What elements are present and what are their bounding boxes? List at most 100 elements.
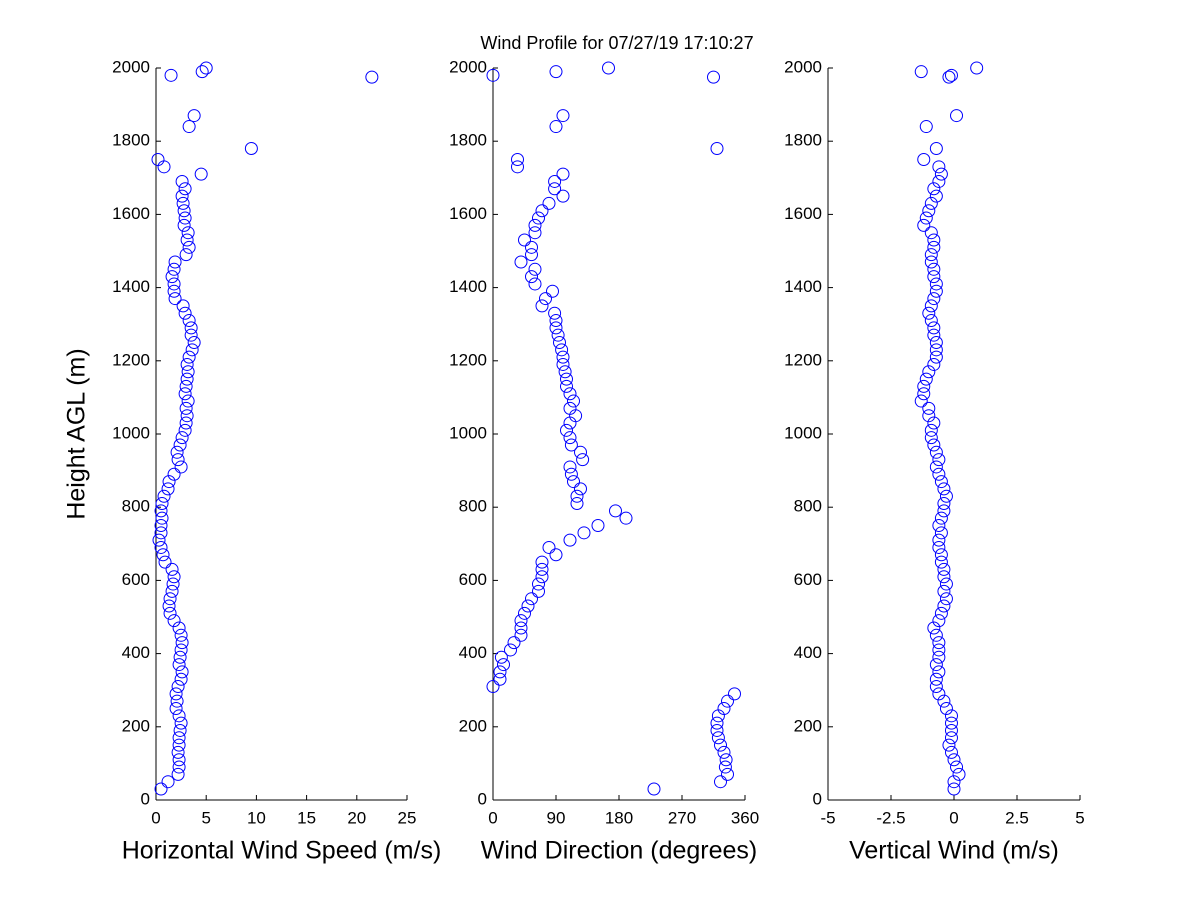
data-point <box>164 68 178 82</box>
data-point <box>924 226 938 240</box>
data-point <box>514 621 528 635</box>
data-point <box>179 416 193 430</box>
data-point <box>546 284 559 298</box>
y-axis-label: Height AGL (m) <box>63 348 91 519</box>
data-point <box>717 745 731 759</box>
data-point <box>170 694 184 708</box>
data-point <box>929 343 943 357</box>
data-point <box>157 489 171 503</box>
data-point <box>914 394 928 408</box>
data-point <box>172 753 186 767</box>
data-point <box>539 292 552 306</box>
data-point <box>511 160 524 174</box>
x-tick-label: 25 <box>398 808 417 827</box>
y-tick-label: 800 <box>794 497 822 516</box>
data-point <box>929 628 943 642</box>
data-point <box>525 270 538 284</box>
data-point <box>937 570 951 584</box>
y-tick-label: 800 <box>459 497 487 516</box>
data-point <box>929 460 943 474</box>
data-point <box>927 292 941 306</box>
data-point <box>924 423 938 437</box>
data-point <box>179 248 193 262</box>
x-tick-label: 5 <box>1075 808 1084 827</box>
data-point <box>151 153 165 166</box>
data-point <box>178 423 192 437</box>
y-tick-label: 1400 <box>112 277 150 296</box>
data-point <box>555 343 569 357</box>
data-point <box>177 204 191 218</box>
data-point <box>937 497 951 511</box>
data-point <box>563 401 577 415</box>
data-point <box>156 548 170 562</box>
chart-title: Wind Profile for 07/27/19 17:10:27 <box>480 33 753 53</box>
data-point <box>591 519 605 532</box>
data-point <box>494 650 508 664</box>
data-point <box>929 277 943 291</box>
data-point <box>179 379 193 393</box>
data-point <box>167 284 181 298</box>
data-point <box>927 270 941 284</box>
y-tick-label: 2000 <box>112 57 150 76</box>
data-point <box>535 299 549 313</box>
data-point <box>181 394 195 408</box>
data-point <box>162 599 176 613</box>
y-tick-label: 600 <box>122 570 150 589</box>
data-point <box>922 409 936 423</box>
y-tick-label: 400 <box>122 643 150 662</box>
data-point <box>528 226 542 240</box>
data-point <box>952 767 966 781</box>
data-point <box>932 174 946 188</box>
data-point <box>169 687 183 701</box>
data-point <box>937 584 951 598</box>
data-point <box>570 497 584 511</box>
data-point <box>937 504 951 518</box>
x-tick-label: 5 <box>201 808 210 827</box>
data-point <box>535 204 549 218</box>
data-point <box>195 65 209 79</box>
data-point <box>181 226 195 240</box>
data-point <box>194 167 208 181</box>
y-tick-label: 1200 <box>112 350 150 369</box>
data-point <box>521 599 535 613</box>
data-point <box>155 497 169 511</box>
data-point <box>171 453 185 467</box>
data-point <box>181 365 195 379</box>
data-point <box>927 233 941 247</box>
data-point <box>558 365 572 379</box>
data-point <box>497 658 510 672</box>
data-point <box>167 262 181 276</box>
data-point <box>172 658 186 672</box>
data-point <box>199 61 213 75</box>
data-point <box>514 255 528 269</box>
data-point <box>564 438 578 452</box>
data-point <box>917 218 931 232</box>
data-point <box>182 350 196 364</box>
data-point <box>532 577 545 591</box>
y-tick-label: 1200 <box>784 350 822 369</box>
data-point <box>934 475 948 489</box>
data-point <box>939 592 953 606</box>
data-point <box>932 467 946 481</box>
data-point <box>609 504 622 518</box>
data-point <box>939 489 953 503</box>
data-point <box>947 775 961 789</box>
y-tick-label: 600 <box>459 570 487 589</box>
data-point <box>172 738 186 752</box>
data-point <box>549 65 563 79</box>
data-point <box>932 687 946 701</box>
data-point <box>717 702 731 715</box>
y-tick-label: 400 <box>794 643 822 662</box>
data-point <box>154 540 168 554</box>
data-point <box>619 511 633 525</box>
data-point <box>574 445 587 459</box>
data-point <box>244 142 258 156</box>
data-point <box>525 240 538 254</box>
data-point <box>932 665 946 679</box>
data-point <box>924 314 938 328</box>
data-point <box>187 109 201 123</box>
data-point <box>182 314 196 328</box>
data-point <box>927 182 941 196</box>
data-point <box>574 482 587 496</box>
